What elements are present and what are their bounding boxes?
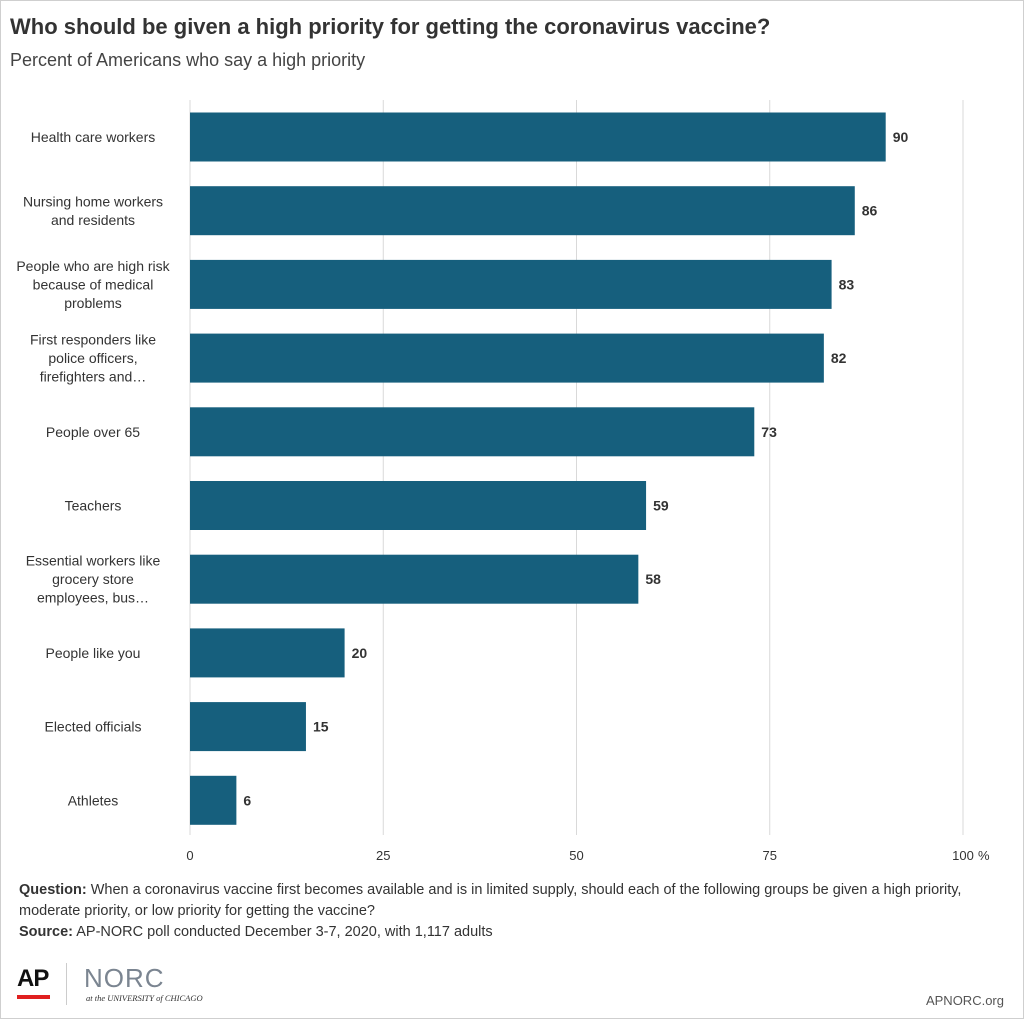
bar [190,259,832,309]
bar [190,333,824,383]
value-label: 20 [352,645,368,661]
value-label: 73 [761,424,777,440]
value-label: 83 [839,276,855,292]
value-label: 82 [831,350,847,366]
category-label-line: Health care workers [31,129,156,145]
x-tick-label: 75 [763,848,777,863]
source-url: APNORC.org [925,993,1004,1008]
bar [190,481,647,530]
x-axis-unit: % [978,848,990,863]
question-text: When a coronavirus vaccine first becomes… [19,882,962,919]
category-label-line: police officers, [48,350,137,366]
x-axis-ticks: 0 25 50 75 100% [186,848,990,863]
category-label-line: and residents [51,212,135,228]
category-label-line: grocery store [52,571,134,587]
category-label-line: Teachers [65,498,122,514]
value-label: 6 [243,792,251,808]
category-label: People who are high risk because of medic… [16,258,170,311]
x-tick-label: 100 [952,848,974,863]
category-labels: Health care workers Nursing home workers a… [16,129,170,808]
ap-logo-underline [17,995,50,999]
category-label-line: Essential workers like [26,553,161,569]
question-label: Question: [19,882,87,898]
value-label: 58 [645,571,661,587]
chart-title: Who should be given a high priority for … [10,14,771,39]
value-labels: 90 86 83 82 73 59 58 20 15 6 [243,129,908,808]
chart-subtitle: Percent of Americans who say a high prio… [10,50,366,70]
x-tick-label: 25 [376,848,390,863]
bar [190,775,237,825]
norc-logo-subtitle: at the UNIVERSITY of CHICAGO [86,993,203,1003]
bars [190,112,886,825]
category-label: Elected officials [44,719,141,735]
category-label-line: problems [64,295,122,311]
category-label-line: employees, bus… [37,590,149,606]
category-label: First responders like police officers, fir… [30,332,156,385]
ap-logo: AP [17,965,49,992]
bar [190,407,755,457]
category-label-line: People like you [46,645,141,661]
category-label-line: First responders like [30,332,156,348]
category-label-line: People who are high risk [16,258,170,274]
category-label-line: firefighters and… [40,369,147,385]
footnote: Question: When a coronavirus vaccine fir… [19,880,1009,943]
value-label: 86 [862,203,878,219]
category-label: Athletes [68,792,119,808]
category-label-line: Elected officials [44,719,141,735]
category-label: Nursing home workers and residents [23,193,163,228]
category-label: People over 65 [46,424,140,440]
x-tick-label: 50 [569,848,583,863]
norc-logo: NORC [84,963,165,993]
logo-divider [66,963,67,1005]
category-label: Health care workers [31,129,156,145]
category-label-line: Athletes [68,792,119,808]
source-note: Source: AP-NORC poll conducted December … [19,922,1009,943]
x-tick-label: 0 [186,848,193,863]
category-label-line: People over 65 [46,424,140,440]
bar [190,702,306,752]
source-text: AP-NORC poll conducted December 3-7, 202… [76,924,493,940]
category-label: Teachers [65,498,122,514]
value-label: 59 [653,498,669,514]
value-label: 90 [893,129,909,145]
category-label: People like you [46,645,141,661]
category-label-line: Nursing home workers [23,193,163,209]
bar [190,112,886,162]
question-note: Question: When a coronavirus vaccine fir… [19,880,1009,922]
category-label: Essential workers like grocery store emplo… [26,553,161,606]
category-label-line: because of medical [33,276,154,292]
bar [190,628,345,678]
bar [190,186,855,236]
bar-chart: Health care workers Nursing home workers a… [16,100,990,863]
value-label: 15 [313,719,329,735]
source-label: Source: [19,924,73,940]
bar [190,554,639,604]
